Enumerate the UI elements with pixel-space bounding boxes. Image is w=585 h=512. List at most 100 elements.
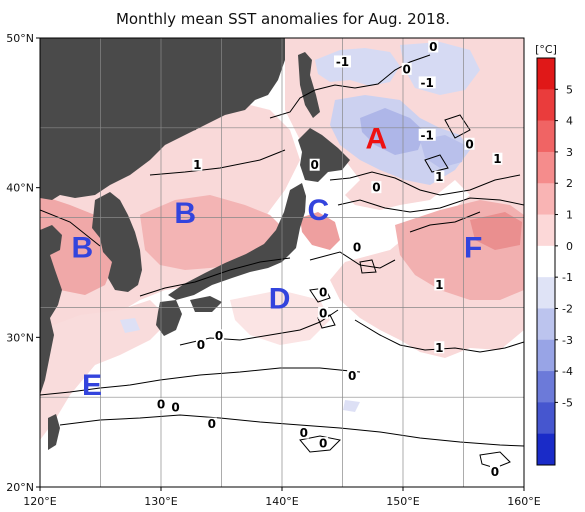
y-tick-label: 40°N — [6, 182, 34, 195]
contour-label-bg — [334, 55, 351, 68]
contour-label-bg — [347, 369, 358, 382]
colorbar-tick-label: 0 — [566, 240, 573, 253]
land-kyushu — [156, 300, 182, 336]
contour-label-bg — [192, 158, 203, 171]
contour-label: 0 — [491, 465, 499, 479]
contour-label-bg — [401, 62, 412, 75]
contour-label-bg — [352, 241, 363, 254]
contour-label: 1 — [193, 158, 201, 172]
y-tick-label: 30°N — [6, 331, 34, 344]
warm-anomaly-southwest — [40, 300, 170, 440]
cool-small-south-2 — [343, 400, 360, 412]
contour-label: 0 — [157, 398, 165, 412]
colorbar-unit: [°C] — [535, 43, 557, 56]
contour-label-bg — [434, 278, 445, 291]
contour-label: 0 — [465, 137, 473, 151]
contour-label-bg — [434, 170, 445, 183]
contour-lines — [40, 54, 524, 469]
warm-anomaly-central — [230, 290, 330, 345]
colorbar-swatch — [537, 183, 555, 215]
grid-lines — [40, 38, 524, 487]
contour-label-bg — [170, 401, 181, 414]
colorbar-tick-label: 4 — [566, 115, 573, 128]
colorbar-swatch — [537, 120, 555, 153]
x-tick-label: 140°E — [265, 495, 298, 508]
colorbar-tick-label: -2 — [562, 302, 573, 315]
land-honshu — [168, 183, 306, 300]
contour-label: 1 — [435, 341, 443, 355]
colorbar-labels: 5 4 3 2 1 0 -1 -2 -3 -4 -5 — [555, 83, 573, 409]
colorbar-swatch — [537, 214, 555, 247]
x-tick-label: 130°E — [144, 495, 177, 508]
region-label-c: C — [307, 194, 329, 227]
map-title: Monthly mean SST anomalies for Aug. 2018… — [116, 10, 450, 28]
contour-label-bg — [418, 128, 436, 141]
colorbar-swatch — [537, 245, 555, 278]
y-tick-label: 50°N — [6, 32, 34, 45]
contour-label: -1 — [421, 128, 434, 142]
contour-label: 1 — [435, 278, 443, 292]
contour-label-bg — [418, 76, 436, 89]
colorbar-tick-label: 1 — [566, 209, 573, 222]
contour-label-bg — [156, 398, 166, 411]
contour-label: 0 — [353, 241, 361, 255]
colorbar-swatch — [537, 308, 555, 341]
contour-label: 1 — [435, 170, 443, 184]
contour-label: 0 — [319, 285, 327, 299]
warm-strong-japan-sea — [140, 195, 280, 270]
y-tick-label: 20°N — [6, 481, 34, 494]
contour-label: -1 — [421, 76, 434, 90]
contour-label: 0 — [171, 401, 179, 415]
contour-label: 0 — [402, 62, 410, 76]
contour-label-bg — [214, 329, 225, 342]
contour-label: 0 — [310, 158, 318, 172]
contour-label-bg — [464, 137, 475, 150]
x-tick-label: 150°E — [386, 495, 419, 508]
region-label-e: E — [82, 369, 102, 402]
land-taiwan — [48, 414, 60, 450]
contour-label: 0 — [319, 306, 327, 320]
land-korea — [92, 192, 142, 292]
colorbar-tick-label: 2 — [566, 177, 573, 190]
y-axis-ticks: 50°N 40°N 30°N 20°N — [6, 32, 40, 494]
cool-small-south-1 — [120, 318, 140, 333]
x-tick-label: 160°E — [507, 495, 540, 508]
contour-label: 0 — [197, 338, 205, 352]
land-sakhalin — [298, 52, 320, 118]
region-label-b: B — [72, 232, 94, 265]
contour-label: 0 — [348, 369, 356, 383]
colorbar-tick-label: -4 — [562, 365, 573, 378]
colorbar-swatch — [537, 277, 555, 309]
land-china-east-coast — [40, 225, 62, 395]
contour-label-bg — [318, 306, 329, 319]
contour-label-bg — [434, 341, 445, 354]
contour-label: 0 — [372, 181, 380, 195]
contour-label-bg — [195, 338, 206, 351]
colorbar-swatch — [537, 402, 555, 434]
colorbar-tick-label: 3 — [566, 146, 573, 159]
land-shikoku — [190, 296, 222, 312]
colorbar-frame — [536, 57, 556, 466]
colorbar-tick-label: -5 — [562, 396, 573, 409]
colorbar-swatch — [537, 58, 555, 90]
colorbar-swatches — [537, 58, 555, 466]
x-axis-ticks: 120°E 130°E 140°E 150°E 160°E — [23, 487, 541, 508]
contour-label-bg — [371, 181, 382, 194]
region-label-b: B — [174, 197, 196, 230]
colorbar: [°C] 5 4 3 2 1 0 -1 -2 -3 -4 -5 — [535, 43, 573, 466]
contour-label: 0 — [429, 40, 437, 54]
contour-label-bg — [489, 465, 500, 478]
x-tick-label: 120°E — [23, 495, 56, 508]
contour-label: 0 — [208, 417, 216, 431]
contour-label: 0 — [300, 426, 308, 440]
region-label-f: F — [464, 232, 482, 265]
colorbar-swatch — [537, 151, 555, 184]
region-labels: A B B C D E F — [72, 122, 483, 402]
land-sado — [187, 122, 196, 131]
colorbar-swatch — [537, 433, 555, 466]
warm-stronger-east — [470, 212, 522, 250]
